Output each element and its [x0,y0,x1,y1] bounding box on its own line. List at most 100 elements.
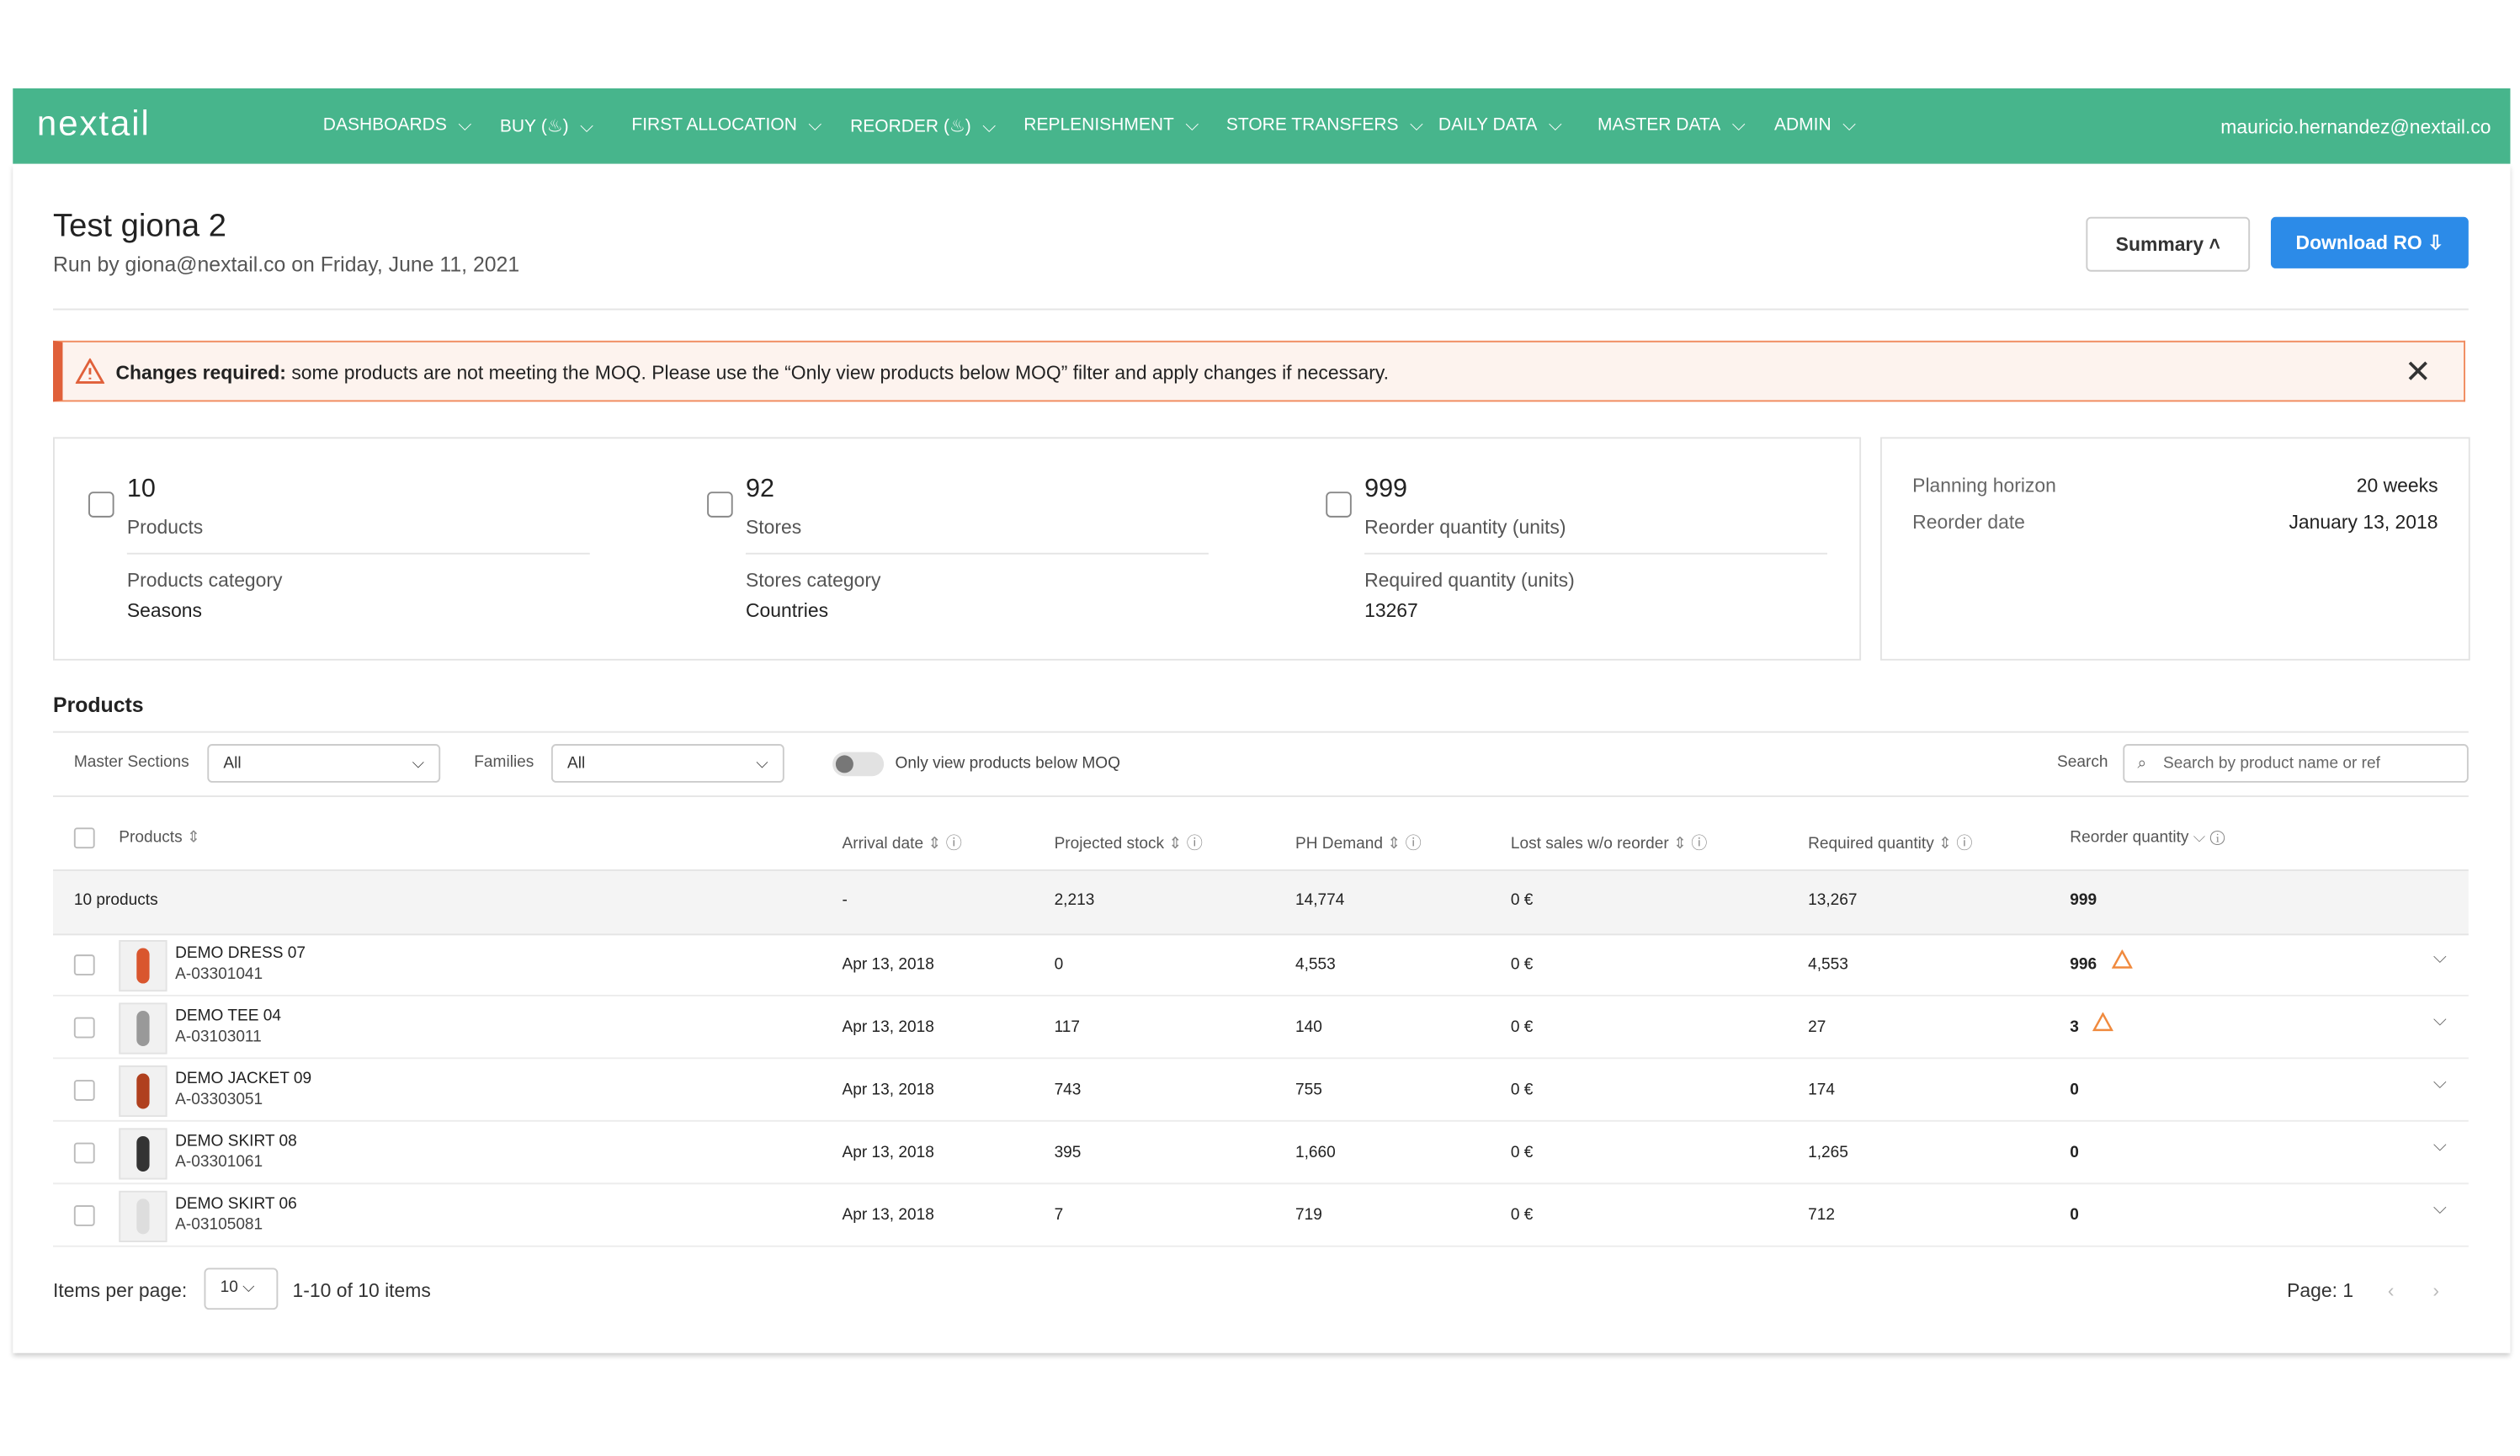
page-title: Test giona 2 [53,209,226,245]
expand[interactable]: ⌵ [2432,948,2447,968]
nav-item[interactable]: REPLENISHMENT ⌵ [1023,115,1199,136]
card-sub-value: Countries [745,599,829,622]
nav-item[interactable]: REORDER (♨) ⌵ [850,117,997,137]
user-email[interactable]: mauricio.hernandez@nextail.co [2220,115,2491,139]
column-header[interactable]: PH Demand ⇕ ⓘ [1295,835,1422,853]
nav-item[interactable]: FIRST ALLOCATION ⌵ [631,115,822,136]
alert-icon [75,358,105,384]
card-icon [88,492,114,518]
cell: 3 [2070,1018,2079,1037]
nav-item[interactable]: ADMIN ⌵ [1773,115,1857,136]
product-name: DEMO SKIRT 06 [175,1195,297,1214]
download-button[interactable]: Download RO ⇩ [2270,216,2469,268]
nav-item[interactable]: STORE TRANSFERS ⌵ [1225,115,1423,136]
cell: 395 [1054,1144,1082,1162]
cell: 27 [1808,1018,1826,1037]
cell: 4,553 [1808,956,1848,975]
cell: 0 [2070,1144,2079,1162]
summary-card: 10 Products Products category Seasons 92 Stor… [53,437,1862,661]
section-title: Products [53,692,144,717]
cell: 0 [1054,956,1064,975]
cell: 174 [1808,1081,1835,1100]
card-label: Reorder quantity (units) [1364,515,1566,539]
expand[interactable]: ⌵ [2432,1073,2447,1093]
alert-text: some products are not meeting the MOQ. P… [291,361,1389,385]
column-header[interactable]: Arrival date ⇕ ⓘ [842,835,962,853]
column-header[interactable]: Reorder quantity ⌵ ⓘ [2070,829,2225,848]
card-label: Stores [745,515,802,539]
divider [53,308,2469,311]
alert: Changes required: some products are not … [53,340,2466,402]
card-divider [1364,552,1827,555]
cell: 1,265 [1808,1144,1848,1162]
cell: 1,660 [1295,1144,1336,1162]
checkbox[interactable] [73,1080,95,1101]
total-cell: - [842,891,848,910]
families-select[interactable]: All ⌵ [550,744,784,783]
summary-button[interactable]: Summary ˄ [2086,216,2251,272]
column-label: Reorder quantity [2070,829,2189,848]
items-select[interactable]: 10 ⌵ [204,1267,279,1310]
total-cell: 0 € [1510,891,1534,910]
search-placeholder: Search by product name or ref [2163,755,2380,773]
row-divider [53,1245,2469,1247]
download-label: Download RO [2295,231,2422,254]
totals-row [53,869,2469,936]
row-divider [53,1182,2469,1185]
checkbox[interactable] [73,1017,95,1039]
card-icon [707,492,733,518]
nav-label: REPLENISHMENT [1023,115,1174,136]
checkbox[interactable] [73,1205,95,1226]
cell: 996 [2070,956,2097,975]
column-header[interactable]: Required quantity ⇕ ⓘ [1808,835,1973,853]
cell: Apr 13, 2018 [842,1206,934,1225]
side-value: 20 weeks [2356,474,2438,497]
alert-strong: Changes required: [115,361,286,385]
checkbox[interactable] [73,954,95,976]
product-name: DEMO SKIRT 08 [175,1133,297,1151]
items-label: Items per page: [53,1278,188,1302]
total-cell: 2,213 [1054,891,1095,910]
nav-label: STORE TRANSFERS [1225,115,1399,136]
nav-label: BUY [499,117,537,137]
product-name: DEMO DRESS 07 [175,944,306,963]
search-input[interactable]: ⌕ Search by product name or ref [2123,744,2469,783]
product-figure [136,1198,150,1235]
card-sub-label: Stores category [745,568,881,592]
nav-item[interactable]: MASTER DATA ⌵ [1597,115,1746,136]
nav-label: ADMIN [1773,115,1832,136]
cell: 743 [1054,1081,1082,1100]
checkbox[interactable] [73,1142,95,1164]
nav-item[interactable]: DASHBOARDS ⌵ [322,115,472,136]
product-name: DEMO TEE 04 [175,1007,282,1026]
product-image [119,1002,167,1055]
card-sub-label: Required quantity (units) [1364,568,1575,592]
cell: 0 € [1510,1081,1534,1100]
nav-item[interactable]: DAILY DATA ⌵ [1438,115,1562,136]
expand[interactable]: ⌵ [2432,1135,2447,1156]
card-sub-value: Seasons [126,599,203,622]
column-label: Lost sales w/o reorder [1510,835,1669,853]
row-divider [53,1119,2469,1122]
checkbox[interactable] [73,827,95,849]
warning-icon [2092,1012,2114,1037]
expand[interactable]: ⌵ [2432,1198,2447,1219]
column-header[interactable]: Projected stock ⇕ ⓘ [1054,835,1203,853]
column-header[interactable]: Products ⇕ [119,829,200,848]
page-value: 1 [2342,1278,2354,1302]
close[interactable]: ✕ [2404,354,2432,391]
product-image [119,1065,167,1118]
nav-item[interactable]: BUY (♨) ⌵ [499,117,594,137]
product-ref: A-03303051 [175,1091,263,1109]
column-header[interactable]: Lost sales w/o reorder ⇕ ⓘ [1510,835,1708,853]
column-label: Required quantity [1808,835,1934,853]
expand[interactable]: ⌵ [2432,1011,2447,1030]
row-divider [53,1057,2469,1060]
card-icon [1326,492,1352,518]
master-select[interactable]: All ⌵ [207,744,441,783]
logo[interactable]: nextail [36,103,151,143]
cell: 712 [1808,1206,1835,1225]
toggle[interactable] [832,752,885,777]
cell: 7 [1054,1206,1064,1225]
cell: 0 € [1510,956,1534,975]
